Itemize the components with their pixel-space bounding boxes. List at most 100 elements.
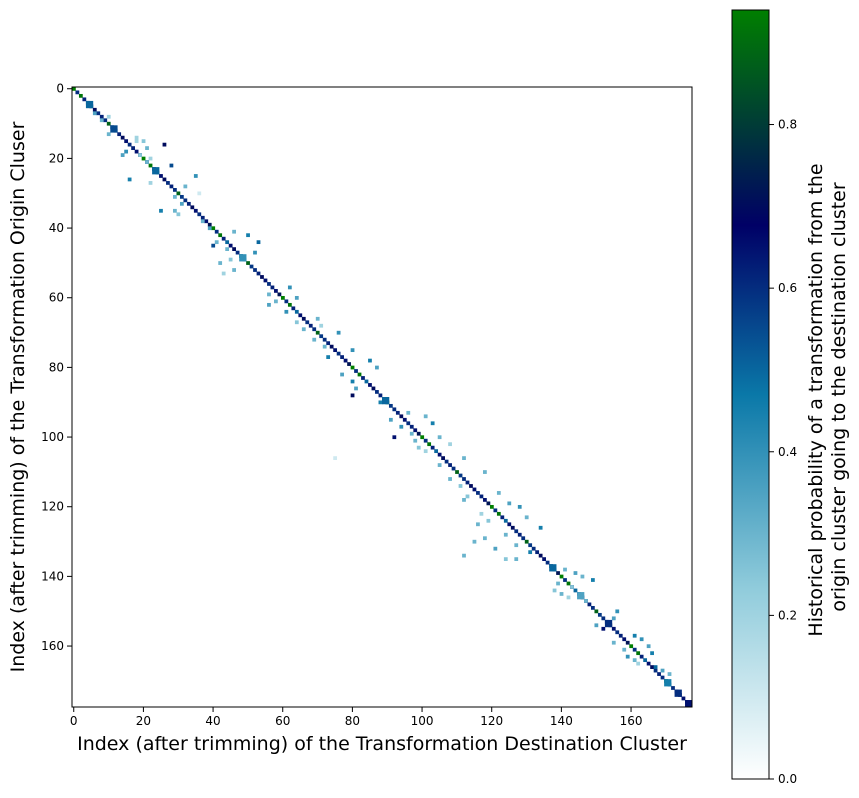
heatmap-cell-diagonal <box>361 376 365 380</box>
heatmap-cell-diagonal <box>420 435 425 440</box>
heatmap-cell-diagonal <box>305 320 310 325</box>
colorbar: 0.0 0.2 0.4 0.6 0.8 Historical probability o… <box>731 9 850 786</box>
heatmap-cell-diagonal <box>214 229 219 234</box>
heatmap-cell-diagonal <box>483 498 487 502</box>
colorbar-label-line-2: origin cluster going to the destination … <box>828 182 850 612</box>
heatmap-cell <box>556 581 560 586</box>
heatmap-cell <box>594 623 599 628</box>
heatmap-cell <box>322 344 327 349</box>
heatmap-cell <box>423 414 428 419</box>
heatmap-cell-diagonal <box>284 299 289 304</box>
heatmap-cell-block <box>685 700 693 708</box>
heatmap-cell-diagonal <box>75 90 80 95</box>
heatmap-cell-diagonal <box>545 560 550 565</box>
heatmap-cell-diagonal <box>503 518 508 523</box>
heatmap-cell-diagonal <box>274 289 278 293</box>
heatmap-cell <box>590 578 595 582</box>
heatmap-cell <box>284 309 289 314</box>
heatmap-cell-diagonal <box>611 626 616 631</box>
y-axis-ticks: 0 20 40 60 80 100 120 140 160 <box>41 82 72 653</box>
x-tick-label: 100 <box>411 714 434 728</box>
heatmap-cell <box>159 208 163 213</box>
heatmap-cell-diagonal <box>308 323 313 328</box>
heatmap-cell-diagonal <box>597 612 602 617</box>
heatmap-cell <box>228 257 233 262</box>
heatmap-cell <box>287 285 292 290</box>
heatmap-cell <box>496 491 501 495</box>
heatmap-cell-diagonal <box>221 236 226 241</box>
heatmap-cell <box>483 536 487 541</box>
heatmap-cell-diagonal <box>493 508 498 513</box>
heatmap-cell-diagonal <box>368 383 372 387</box>
heatmap-cell <box>336 330 341 335</box>
heatmap-cell-diagonal <box>200 215 205 220</box>
heatmap-cell-diagonal <box>99 114 104 119</box>
heatmap-cell <box>92 111 97 116</box>
heatmap-cell <box>472 539 477 544</box>
y-tick-label: 0 <box>56 82 64 96</box>
heatmap-cell-diagonal <box>92 107 97 112</box>
heatmap-cell-block <box>577 592 585 600</box>
heatmap-cell-diagonal <box>294 309 299 314</box>
heatmap-cell-diagonal <box>472 487 477 492</box>
heatmap-cell <box>183 184 188 189</box>
heatmap-cell-diagonal <box>329 344 334 349</box>
y-tick-label: 120 <box>41 500 64 514</box>
heatmap-cell-diagonal <box>521 536 526 541</box>
heatmap-cell-diagonal <box>159 174 163 178</box>
heatmap-cell-diagonal <box>340 355 344 359</box>
heatmap-cell-diagonal <box>639 654 644 659</box>
heatmap-cell-diagonal <box>423 438 428 443</box>
heatmap-cell <box>333 456 338 460</box>
heatmap-cell <box>218 261 223 265</box>
heatmap-cell <box>134 139 139 144</box>
heatmap-cell-diagonal <box>96 111 101 116</box>
y-tick-label: 80 <box>49 360 64 374</box>
heatmap-cell-diagonal <box>632 647 637 652</box>
heatmap-cell-diagonal <box>225 240 230 245</box>
heatmap-cell-diagonal <box>291 306 296 311</box>
heatmap-cell-diagonal <box>141 156 146 161</box>
heatmap-cell-diagonal <box>514 529 519 534</box>
heatmap-cell-diagonal <box>173 188 177 192</box>
heatmap-cell-diagonal <box>469 484 473 488</box>
heatmap-cell <box>162 142 167 147</box>
heatmap-cell-diagonal <box>535 550 540 555</box>
heatmap-cell-diagonal <box>618 633 623 638</box>
heatmap-cell <box>667 672 672 676</box>
heatmap-cell-block <box>674 689 682 697</box>
heatmap-cell-diagonal <box>270 285 275 290</box>
heatmap-cell-diagonal <box>249 264 254 269</box>
heatmap-cell-block <box>604 619 613 628</box>
heatmap-cell-block <box>239 254 247 262</box>
heatmap-cell <box>350 393 355 398</box>
x-tick-label: 120 <box>480 714 503 728</box>
heatmap-cell-diagonal <box>671 686 675 690</box>
heatmap-cell-diagonal <box>204 219 209 224</box>
heatmap-cell-diagonal <box>531 546 536 551</box>
heatmap-cell <box>246 233 250 238</box>
x-tick-label: 0 <box>70 714 78 728</box>
heatmap-cell <box>173 208 177 213</box>
heatmap-cell <box>493 546 498 551</box>
heatmap-cell-diagonal <box>357 372 362 377</box>
heatmap-cell <box>462 498 466 502</box>
x-axis-ticks: 0 20 40 60 80 100 120 140 160 <box>70 707 642 728</box>
heatmap-cell <box>615 609 620 614</box>
heatmap-cell-diagonal <box>395 410 400 415</box>
heatmap-cell <box>106 132 111 137</box>
heatmap-cell <box>632 633 637 638</box>
heatmap-cell-diagonal <box>78 93 83 98</box>
heatmap-cell-diagonal <box>166 181 170 185</box>
heatmap-cell <box>145 160 149 164</box>
heatmap-cell <box>406 410 411 415</box>
heatmap-cell-diagonal <box>507 522 512 527</box>
y-tick-label: 160 <box>41 639 64 653</box>
heatmap-cell-diagonal <box>409 424 414 429</box>
heatmap-cell <box>301 327 306 332</box>
heatmap-cell-block <box>152 167 160 175</box>
heatmap-cell-diagonal <box>528 543 533 548</box>
heatmap-cell <box>538 525 543 530</box>
heatmap-cell-diagonal <box>253 268 257 272</box>
heatmap-cell-diagonal <box>455 470 459 474</box>
